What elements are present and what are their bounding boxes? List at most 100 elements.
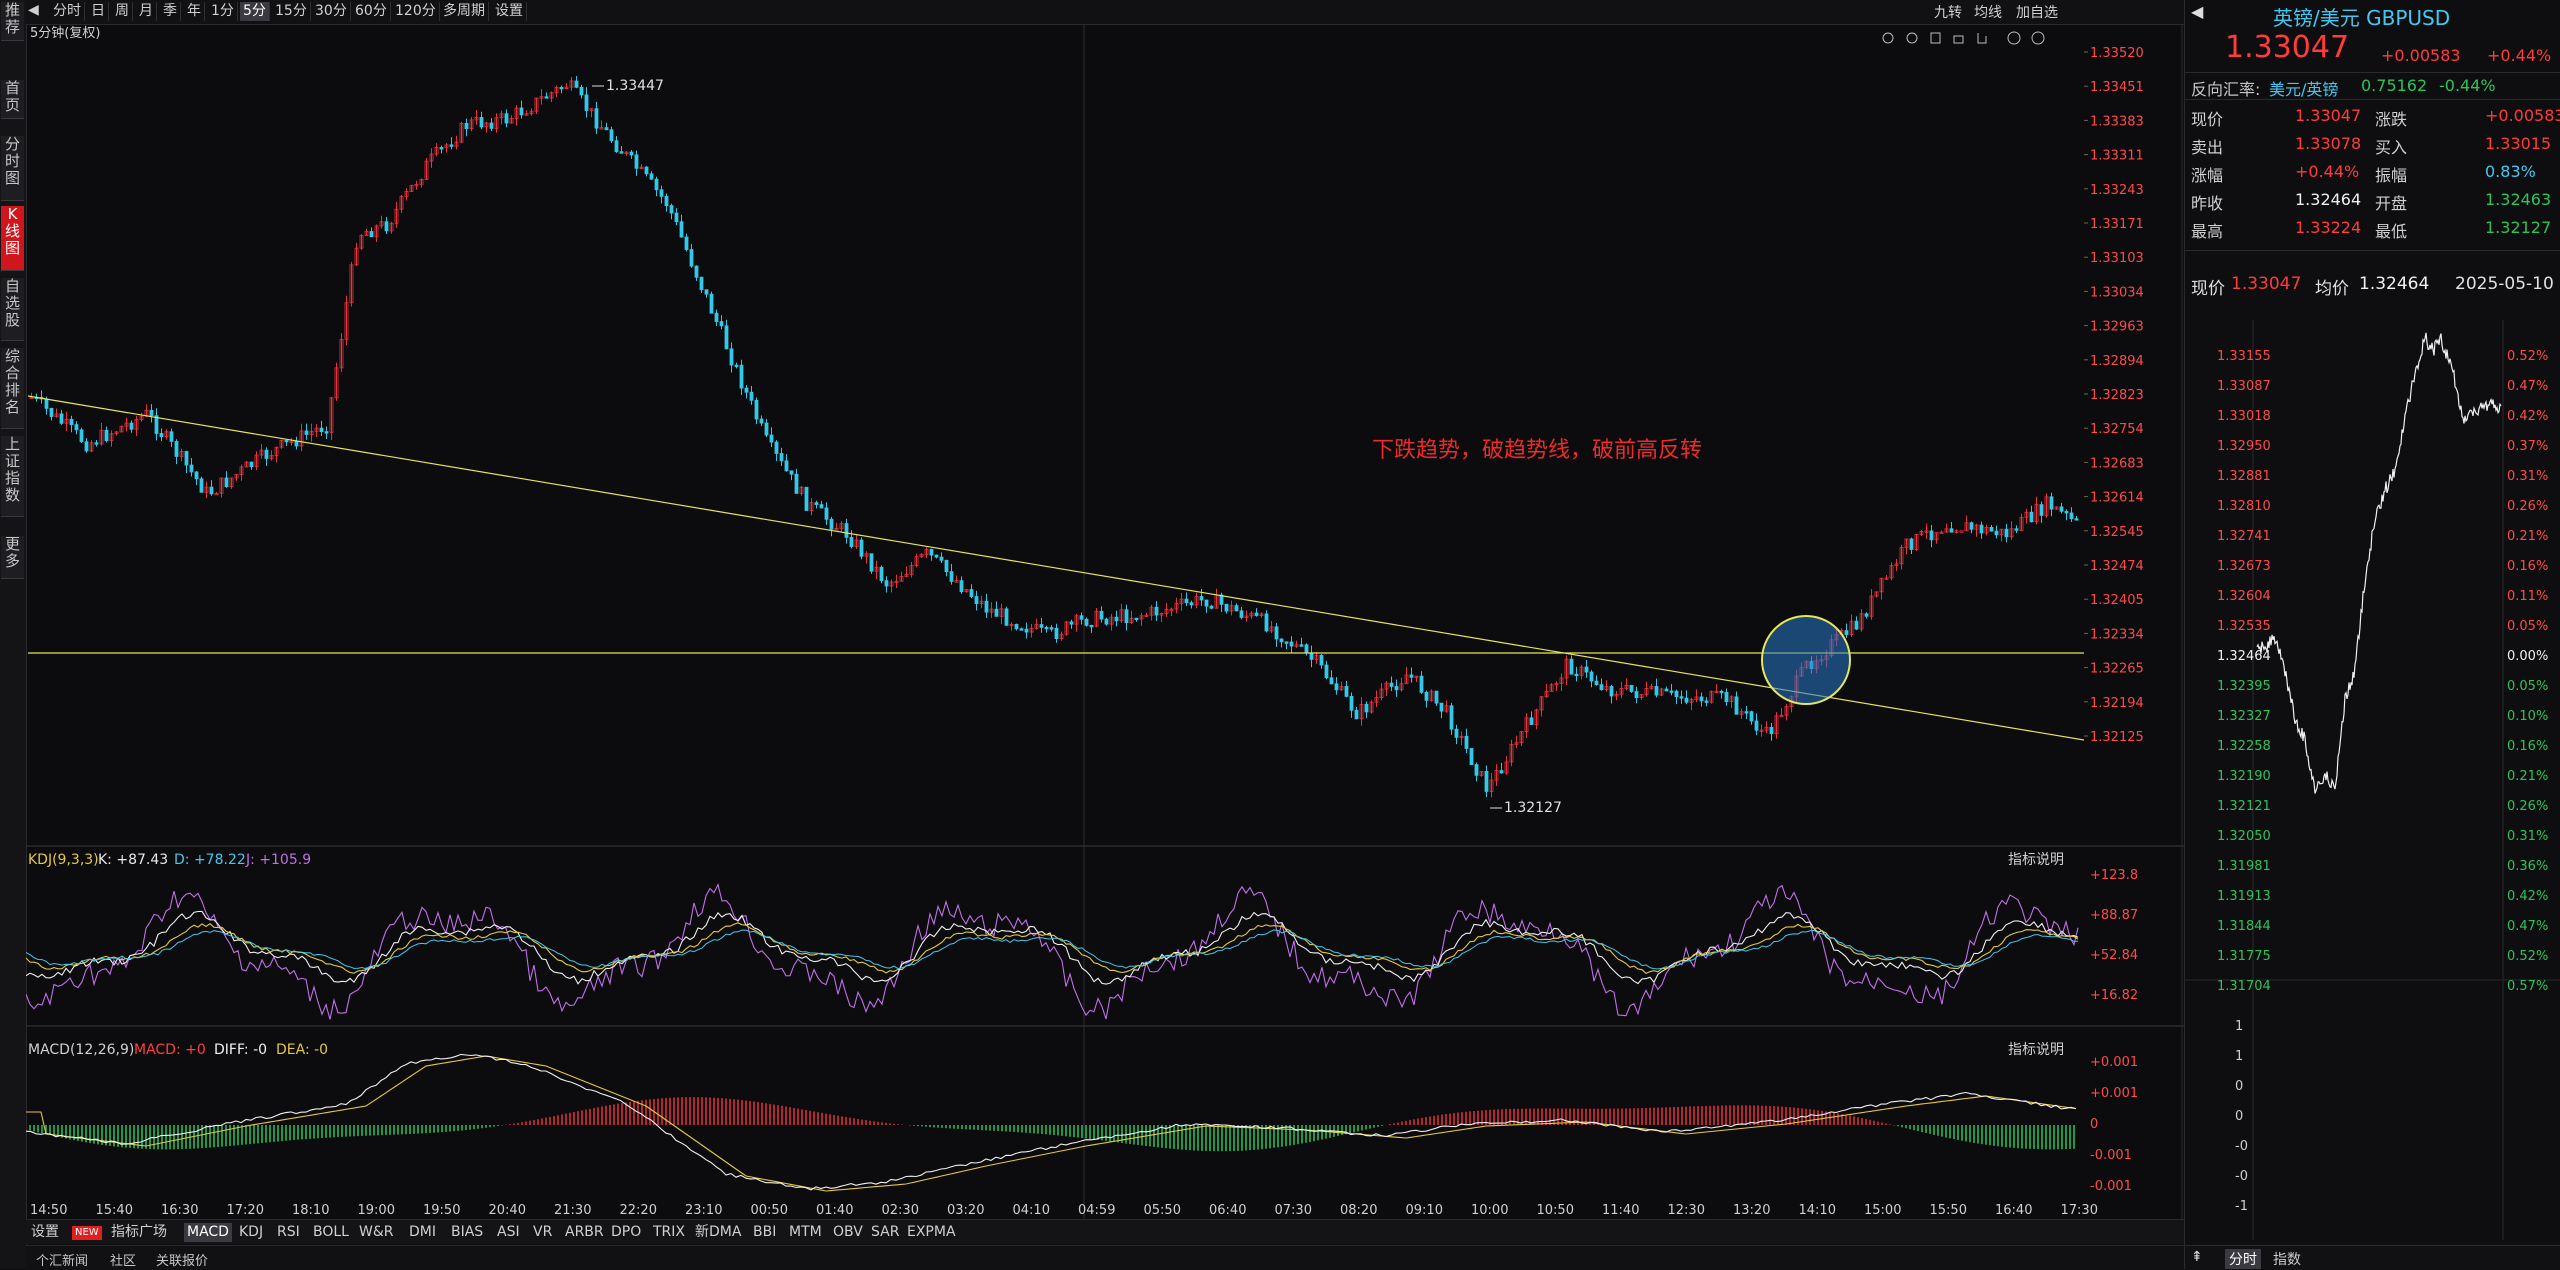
related-quotes-link[interactable]: 关联报价: [156, 1254, 209, 1269]
candle-body: [1729, 696, 1734, 702]
candle-body: [574, 80, 579, 88]
nine-turn-button[interactable]: 九转: [1934, 5, 1962, 21]
kdj-help-button[interactable]: 指标说明: [2008, 852, 2064, 868]
candle-body: [1369, 701, 1374, 713]
tf-120min[interactable]: 120分: [392, 2, 440, 21]
tf-timeshare[interactable]: 分时: [50, 2, 85, 21]
mini-right-tick: 0.10%: [2507, 709, 2548, 724]
tf-quarter[interactable]: 季: [160, 2, 181, 21]
tf-day[interactable]: 日: [88, 2, 109, 21]
nav-watchlist[interactable]: 自选股: [1, 278, 24, 341]
candle-body: [1069, 621, 1074, 625]
candle-body: [364, 231, 369, 236]
mini-left-tick: 1.32050: [2217, 829, 2271, 844]
tab-bias[interactable]: BIAS: [451, 1224, 484, 1240]
candle-body: [1264, 613, 1269, 632]
candle-body: [539, 96, 544, 99]
candle-body: [1389, 682, 1394, 687]
tab-timeshare-mini[interactable]: 分时: [2225, 1249, 2261, 1269]
reversal-circle: [1761, 615, 1851, 705]
tab-sar[interactable]: SAR: [871, 1224, 900, 1240]
nav-home[interactable]: 首页: [1, 80, 24, 119]
tab-asi[interactable]: ASI: [497, 1224, 520, 1240]
nav-more[interactable]: 更多: [1, 536, 24, 579]
tab-bbi[interactable]: BBI: [753, 1224, 777, 1240]
candle-body: [2024, 511, 2029, 518]
news-link[interactable]: 个汇新闻: [36, 1254, 89, 1269]
candle-body: [1059, 633, 1064, 639]
candle-body: [394, 208, 399, 224]
tab-mtm[interactable]: MTM: [789, 1224, 822, 1240]
tab-boll[interactable]: BOLL: [313, 1224, 349, 1240]
indicator-settings[interactable]: 设置: [31, 1224, 59, 1240]
tab-vr[interactable]: VR: [533, 1224, 553, 1240]
tf-60min[interactable]: 60分: [352, 2, 391, 21]
ma-button[interactable]: 均线: [1974, 5, 2002, 21]
candle-body: [424, 160, 429, 180]
nav-timeshare[interactable]: 分时图: [1, 136, 24, 201]
tab-dpo[interactable]: DPO: [611, 1224, 642, 1240]
tab-wr[interactable]: W&R: [359, 1224, 394, 1240]
candle-body: [1299, 644, 1304, 647]
tab-rsi[interactable]: RSI: [277, 1224, 300, 1240]
quote-value: +0.44%: [2295, 162, 2360, 181]
candle-body: [149, 409, 154, 417]
nav-ranking[interactable]: 综合排名: [1, 348, 24, 429]
tab-kdj[interactable]: KDJ: [239, 1224, 264, 1240]
macd-help-button[interactable]: 指标说明: [2008, 1042, 2064, 1058]
add-watchlist-button[interactable]: 加自选: [2016, 5, 2058, 21]
tab-dmi[interactable]: DMI: [409, 1224, 436, 1240]
chart-area[interactable]: 1.33520 1.33451 1.33383 1.33311 1.33243 1.331…: [26, 24, 2184, 1219]
tab-trix[interactable]: TRIX: [653, 1224, 685, 1240]
tf-30min[interactable]: 30分: [312, 2, 351, 21]
mini-avg-label: 均价: [2315, 279, 2349, 299]
candle-body: [1569, 658, 1574, 675]
tab-index-mini[interactable]: 指数: [2273, 1252, 2301, 1268]
pin-icon[interactable]: ◀: [2191, 2, 2204, 21]
candle-body: [299, 430, 304, 447]
tf-year[interactable]: 年: [184, 2, 205, 21]
tab-macd[interactable]: MACD: [184, 1223, 232, 1242]
candle-body: [1304, 644, 1309, 654]
tab-new-dma[interactable]: 新DMA: [695, 1224, 742, 1240]
candle-body: [774, 441, 779, 454]
candle-body: [1279, 638, 1284, 643]
chart-period-label: 5分钟(复权): [30, 25, 100, 41]
scroll-top-icon[interactable]: ⇞: [2191, 1249, 2203, 1265]
community-link[interactable]: 社区: [110, 1254, 137, 1269]
candle-body: [134, 419, 139, 430]
tab-arbr[interactable]: ARBR: [565, 1224, 604, 1240]
price-tick: 1.32754: [2090, 422, 2144, 437]
tab-obv[interactable]: OBV: [833, 1224, 863, 1240]
candle-body: [1894, 563, 1899, 566]
candle-body: [469, 119, 474, 129]
tf-month[interactable]: 月: [136, 2, 157, 21]
tf-1min[interactable]: 1分: [208, 2, 238, 21]
time-tick: 02:30: [882, 1203, 919, 1218]
tf-5min[interactable]: 5分: [240, 2, 270, 21]
mini-timeshare-chart[interactable]: 1.33155 1.33087 1.33018 1.32950 1.32881 1.328…: [2185, 320, 2560, 1240]
back-arrow-icon[interactable]: ◀: [28, 2, 39, 18]
tf-15min[interactable]: 15分: [272, 2, 311, 21]
candle-body: [2064, 510, 2069, 514]
nav-kline[interactable]: K线图: [1, 206, 24, 271]
tf-settings[interactable]: 设置: [492, 2, 527, 21]
reverse-pair-link[interactable]: 美元/英镑: [2269, 80, 2339, 99]
quote-value: 1.33078: [2295, 134, 2362, 153]
tab-expma[interactable]: EXPMA: [907, 1224, 956, 1240]
candle-body: [1094, 610, 1099, 627]
candle-body: [1654, 686, 1659, 696]
candle-body: [969, 589, 974, 597]
candle-body: [689, 249, 694, 267]
tf-multi-period[interactable]: 多周期: [440, 2, 489, 21]
time-tick: 17:20: [227, 1203, 264, 1218]
nav-shanghai-index[interactable]: 上证指数: [1, 436, 24, 517]
candle-body: [1584, 666, 1589, 673]
candle-body: [534, 97, 539, 112]
nav-recommend[interactable]: 推荐: [1, 2, 24, 41]
candle-body: [1309, 652, 1314, 660]
reverse-pct: -0.44%: [2439, 76, 2496, 95]
candle-body: [1164, 608, 1169, 614]
tf-week[interactable]: 周: [112, 2, 133, 21]
indicator-plaza[interactable]: 指标广场: [111, 1224, 167, 1240]
